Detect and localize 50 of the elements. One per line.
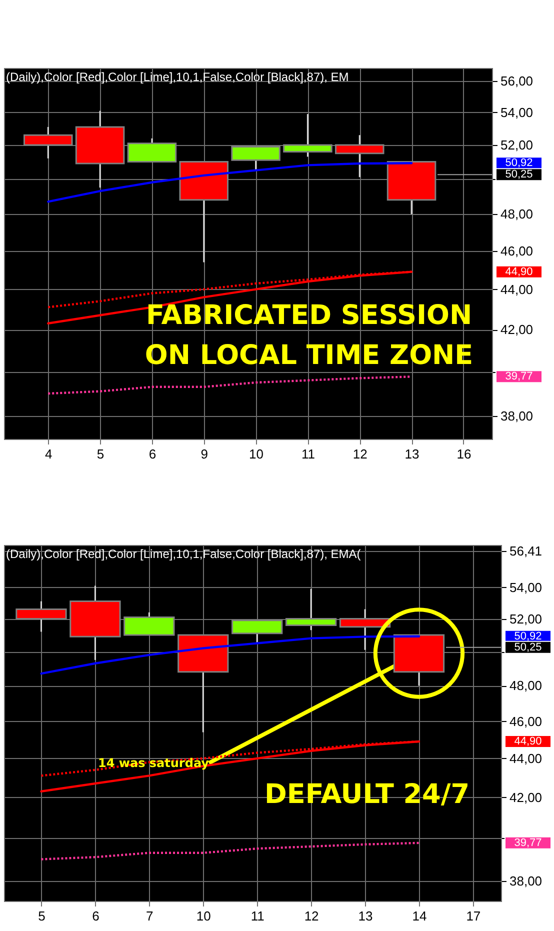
text: 50,92 [505,157,533,170]
x-tick-label: 9 [200,446,208,462]
y-tick-label: 38,00 [510,873,542,888]
y-tick-label: 54,00 [510,580,542,595]
x-tick-label: 17 [466,908,481,924]
x-tick-label: 11 [250,908,264,924]
y-tick-label: 52,00 [500,138,534,153]
x-tick-label: 11 [301,446,315,462]
x-tick-label: 5 [96,446,104,462]
annotation: 14 was saturday [98,756,210,770]
x-tick-label: 12 [352,446,368,462]
x-tick-label: 10 [249,446,264,462]
y-tick-label: 44,00 [510,750,542,766]
y-tick-label: 38,00 [500,408,534,424]
x-tick-label: 7 [146,908,154,924]
chart-title: (Daily),Color [Red],Color [Lime],10,1,False,Color [Black],87), EMA( [6,547,361,561]
line-series [40,635,420,675]
annotation: FABRICATED SESSION ON LOCAL TIME ZONE [144,300,474,371]
x-tick-label: 14 [412,908,427,924]
y-tick-label: 48,00 [510,678,542,694]
y-tick-label: 54,00 [500,104,534,120]
y-tick-label: 44,00 [500,282,534,297]
line-series [47,162,413,203]
x-tick-label: 13 [404,446,420,462]
text: 44,90 [514,736,542,748]
x-tick-label: 6 [92,908,100,924]
x-tick-label: 5 [38,908,46,924]
y-tick-label: 42,00 [510,790,542,805]
text: 39,77 [514,836,542,849]
x-tick-label: 6 [148,446,156,462]
line-series [40,842,420,860]
x-tick-label: 12 [304,908,319,924]
text: 44,90 [505,266,533,278]
ref-line-label: 50,25 [514,641,542,654]
y-tick-label: 46,00 [500,243,534,258]
y-tick-label: 56,00 [500,74,534,89]
y-tick-label: 56,41 [510,543,542,558]
y-tick-label: 46,00 [510,714,542,729]
ref-line-label: 50,25 [505,168,533,181]
y-tick-label: 42,00 [500,322,534,338]
x-tick-label: 16 [456,446,472,462]
chart-title: (Daily),Color [Red],Color [Lime],10,1,False,Color [Black],87), EM [6,70,349,84]
x-tick-label: 10 [196,908,211,924]
x-tick-label: 4 [45,446,52,462]
y-tick-label: 48,00 [500,206,534,222]
text: 39,77 [505,370,533,383]
text: 50,92 [514,630,542,642]
x-tick-label: 13 [358,908,373,924]
annotation: DEFAULT 24/7 [264,779,470,810]
y-tick-label: 52,00 [510,611,542,626]
